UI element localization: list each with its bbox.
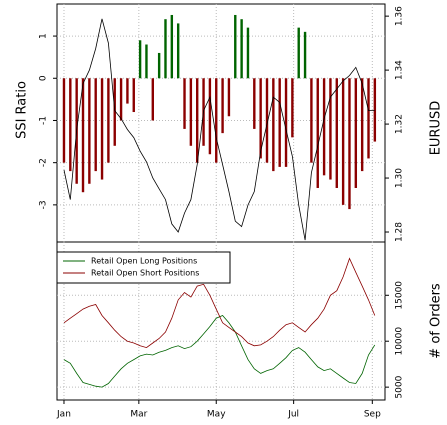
series-line [63,315,376,388]
bar [69,78,72,172]
bar [234,14,237,79]
y-tick-label: -3 [39,200,49,209]
y2-tick-label: 1.32 [395,114,405,134]
bottom-panel-frame [56,241,386,401]
legend-label: Retail Open Long Positions [91,257,197,266]
y2-axis-title: EURUSD [429,101,444,156]
bar [189,78,193,146]
bar [126,78,129,104]
bar [303,31,307,79]
x-tick-label: Sep [364,410,381,420]
bar [176,23,180,79]
series-line [63,257,376,349]
bar [151,78,154,121]
legend-label: Retail Open Short Positions [91,269,199,278]
bar [297,27,300,79]
bar [88,78,91,184]
x-tick-label: Jan [56,410,71,420]
series-line [63,18,375,241]
bar [373,78,377,142]
y2-tick-label: 1.36 [395,6,405,26]
y2-tick-label: 1.34 [395,60,405,80]
bar [113,78,116,146]
bar [335,78,338,188]
bar [291,78,294,138]
bar [259,78,262,159]
bar [208,78,212,155]
bar [272,78,275,172]
y-tick-label: 5000 [395,375,405,398]
bar [94,78,97,172]
orders-axis-title: # of Orders [429,283,444,359]
bar [221,78,224,134]
bar [164,19,167,79]
y-tick-label: 10000 [395,327,405,356]
bar [367,78,370,159]
y-tick-label: 0 [39,75,49,81]
y-tick-label: -1 [39,116,49,125]
bar [265,78,269,163]
bar [107,78,110,163]
bar [316,78,319,188]
y-axis-title: SSI Ratio [15,81,30,139]
bar [145,44,148,79]
x-tick-label: May [207,410,226,420]
bar [341,78,345,205]
bar [183,78,186,129]
bar [284,78,288,167]
bar [170,14,174,79]
bar [253,78,256,129]
bar [278,78,281,167]
bar [322,78,326,176]
bar [246,27,250,79]
y-tick-label: -2 [39,158,49,167]
y2-tick-label: 1.28 [395,222,405,242]
y-tick-label: 15000 [395,281,405,310]
bar [354,78,358,188]
y2-tick-label: 1.30 [395,168,405,188]
legend-box [56,251,231,284]
x-tick-label: Jul [287,410,299,420]
x-tick-label: Mar [130,410,147,420]
bar [81,78,85,193]
y-tick-label: 1 [39,33,49,39]
bar [132,78,135,113]
bar [310,78,313,163]
bar [100,78,104,180]
bar [119,78,123,121]
bar [348,78,351,210]
bar [215,78,218,163]
bar [157,52,161,79]
bar [138,40,142,79]
bar [240,19,243,79]
bar [329,78,332,180]
bar [196,78,199,163]
bar [227,78,231,117]
bar [62,78,66,163]
bar [360,78,364,172]
